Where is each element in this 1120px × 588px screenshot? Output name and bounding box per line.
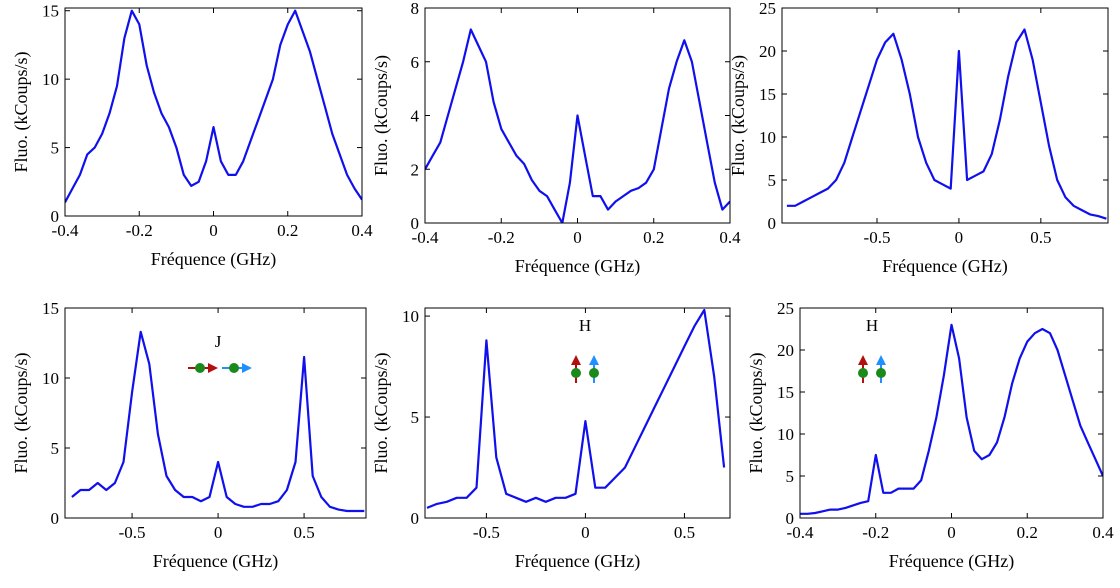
x-tick-label: 0.2	[643, 228, 664, 247]
y-tick-label: 6	[411, 53, 420, 72]
y-tick-label: 5	[786, 467, 795, 486]
y-tick-label: 4	[411, 107, 420, 126]
atom	[571, 368, 581, 378]
spin-arrow-head	[589, 355, 599, 365]
y-axis-label: Fluo. (kCoups/s)	[11, 51, 32, 172]
y-axis-label: Fluo. (kCoups/s)	[11, 352, 32, 473]
y-tick-label: 10	[42, 70, 59, 89]
x-tick-label: 0.5	[674, 523, 695, 542]
x-tick-label: -0.4	[787, 523, 814, 542]
x-tick-label: 0.4	[1092, 523, 1114, 542]
y-tick-label: 25	[777, 299, 794, 318]
annotation: J	[215, 332, 222, 351]
y-tick-label: 5	[51, 139, 60, 158]
x-tick-label: 0.4	[719, 228, 741, 247]
y-tick-label: 5	[51, 439, 60, 458]
y-axis-label: Fluo. (kCoups/s)	[371, 55, 392, 176]
spin-arrow-head	[242, 363, 252, 373]
x-tick-label: 0	[214, 523, 223, 542]
annotation: H	[579, 316, 591, 335]
x-tick-label: 0	[947, 523, 956, 542]
y-tick-label: 5	[768, 171, 777, 190]
x-axis-label: Fréquence (GHz)	[151, 249, 276, 270]
atom	[195, 363, 205, 373]
x-tick-label: 0	[209, 221, 218, 240]
atom	[229, 363, 239, 373]
x-axis-label: Fréquence (GHz)	[889, 551, 1014, 572]
spin-arrow-head	[571, 355, 581, 365]
y-axis-label: Fluo. (kCoups/s)	[371, 352, 392, 473]
y-axis-label: Fluo. (kCoups/s)	[728, 55, 749, 176]
x-tick-label: 0.2	[1017, 523, 1038, 542]
x-tick-label: 0	[573, 228, 582, 247]
spin-arrow-head	[208, 363, 218, 373]
y-tick-label: 0	[768, 214, 777, 233]
x-tick-label: 0.4	[351, 221, 373, 240]
y-tick-label: 8	[411, 0, 420, 18]
x-tick-label: -0.5	[864, 228, 891, 247]
y-tick-label: 10	[402, 307, 419, 326]
x-axis-label: Fréquence (GHz)	[515, 551, 640, 572]
y-tick-label: 25	[759, 0, 776, 18]
annotation: H	[866, 316, 878, 335]
x-axis-label: Fréquence (GHz)	[882, 256, 1007, 277]
y-tick-label: 0	[411, 509, 420, 528]
atom	[589, 368, 599, 378]
y-tick-label: 0	[411, 214, 420, 233]
y-tick-label: 10	[42, 369, 59, 388]
y-tick-label: 15	[42, 299, 59, 318]
x-tick-label: 0.2	[277, 221, 298, 240]
x-axis-label: Fréquence (GHz)	[515, 256, 640, 277]
atom	[858, 368, 868, 378]
spin-arrow-head	[876, 355, 886, 365]
data-line	[65, 9, 362, 203]
axes-box	[781, 7, 1109, 224]
x-tick-label: -0.2	[126, 221, 153, 240]
x-tick-label: -0.2	[488, 228, 515, 247]
x-tick-label: -0.5	[473, 523, 500, 542]
data-line	[71, 330, 365, 513]
x-axis-label: Fréquence (GHz)	[153, 551, 278, 572]
spin-arrow-head	[858, 355, 868, 365]
y-tick-label: 20	[759, 42, 776, 61]
y-tick-label: 15	[759, 85, 776, 104]
atom	[876, 368, 886, 378]
y-tick-label: 0	[51, 509, 60, 528]
x-tick-label: -0.2	[862, 523, 889, 542]
y-tick-label: 15	[42, 2, 59, 21]
y-tick-label: 5	[411, 408, 420, 427]
y-tick-label: 0	[51, 207, 60, 226]
x-tick-label: 0.5	[1030, 228, 1051, 247]
y-tick-label: 20	[777, 341, 794, 360]
axes-box	[424, 307, 731, 519]
x-tick-label: 0	[581, 523, 590, 542]
y-axis-label: Fluo. (kCoups/s)	[746, 352, 767, 473]
y-tick-label: 15	[777, 383, 794, 402]
axes-box	[64, 307, 367, 519]
x-tick-label: -0.4	[52, 221, 79, 240]
y-tick-label: 0	[786, 509, 795, 528]
x-tick-label: -0.4	[412, 228, 439, 247]
data-line	[786, 28, 1107, 220]
y-tick-label: 2	[411, 160, 420, 179]
data-line	[800, 323, 1103, 515]
data-line	[425, 28, 730, 223]
y-tick-label: 10	[777, 425, 794, 444]
data-line	[426, 308, 726, 509]
x-tick-label: 0	[955, 228, 964, 247]
axes-box	[799, 307, 1104, 519]
x-tick-label: -0.5	[119, 523, 146, 542]
x-tick-label: 0.5	[293, 523, 314, 542]
y-tick-label: 10	[759, 128, 776, 147]
